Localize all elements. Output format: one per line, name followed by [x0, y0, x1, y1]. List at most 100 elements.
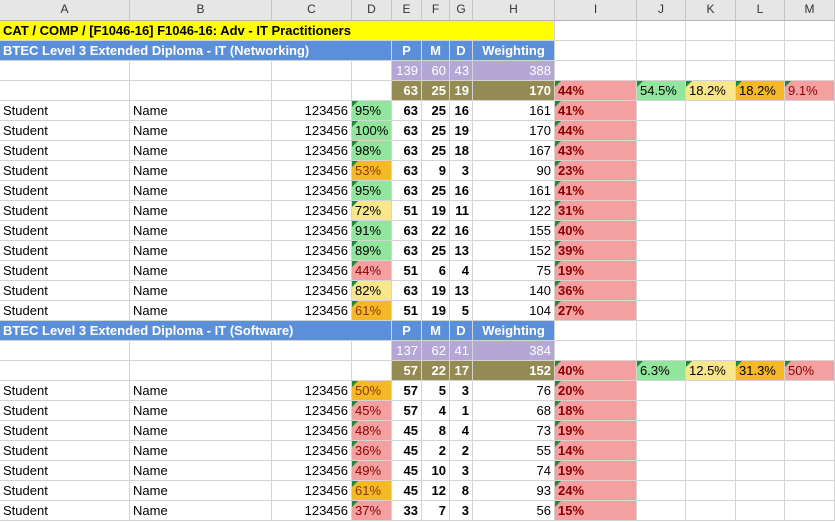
- d-count[interactable]: 13: [450, 281, 473, 301]
- col-label-weighting[interactable]: Weighting: [473, 41, 555, 61]
- cell[interactable]: [736, 481, 785, 501]
- cell[interactable]: [785, 61, 835, 81]
- cell[interactable]: [130, 341, 272, 361]
- cell[interactable]: [0, 341, 130, 361]
- cell[interactable]: [637, 301, 686, 321]
- col-label-weighting[interactable]: Weighting: [473, 321, 555, 341]
- student-id[interactable]: 123456: [272, 501, 352, 521]
- student-last-name[interactable]: Name: [130, 381, 272, 401]
- cell[interactable]: [736, 281, 785, 301]
- weighting[interactable]: 140: [473, 281, 555, 301]
- student-id[interactable]: 123456: [272, 421, 352, 441]
- cell[interactable]: [272, 61, 352, 81]
- weighting-pct[interactable]: 19%: [555, 461, 637, 481]
- completion-pct[interactable]: 48%: [352, 421, 392, 441]
- col-label-m[interactable]: M: [422, 41, 450, 61]
- p-count[interactable]: 51: [392, 201, 422, 221]
- cell[interactable]: [272, 341, 352, 361]
- max-m[interactable]: 60: [422, 61, 450, 81]
- cell[interactable]: [637, 481, 686, 501]
- student-first-name[interactable]: Student: [0, 381, 130, 401]
- student-id[interactable]: 123456: [272, 241, 352, 261]
- cell[interactable]: [637, 381, 686, 401]
- column-header-l[interactable]: L: [736, 0, 785, 21]
- cell[interactable]: [637, 221, 686, 241]
- student-id[interactable]: 123456: [272, 161, 352, 181]
- student-first-name[interactable]: Student: [0, 221, 130, 241]
- completion-pct[interactable]: 72%: [352, 201, 392, 221]
- student-first-name[interactable]: Student: [0, 261, 130, 281]
- cell[interactable]: [686, 401, 736, 421]
- avg-w[interactable]: 152: [473, 361, 555, 381]
- cell[interactable]: [785, 261, 835, 281]
- col-label-p[interactable]: P: [392, 41, 422, 61]
- cell[interactable]: [686, 321, 736, 341]
- cell[interactable]: [686, 341, 736, 361]
- completion-pct[interactable]: 98%: [352, 141, 392, 161]
- avg-p[interactable]: 57: [392, 361, 422, 381]
- cell[interactable]: [785, 121, 835, 141]
- cell[interactable]: [272, 361, 352, 381]
- student-id[interactable]: 123456: [272, 441, 352, 461]
- avg-d[interactable]: 19: [450, 81, 473, 101]
- p-count[interactable]: 45: [392, 421, 422, 441]
- cell[interactable]: [0, 61, 130, 81]
- cell[interactable]: [686, 141, 736, 161]
- student-id[interactable]: 123456: [272, 401, 352, 421]
- cell[interactable]: [637, 201, 686, 221]
- m-count[interactable]: 5: [422, 381, 450, 401]
- student-last-name[interactable]: Name: [130, 261, 272, 281]
- cell[interactable]: [637, 341, 686, 361]
- student-id[interactable]: 123456: [272, 481, 352, 501]
- cell[interactable]: [785, 381, 835, 401]
- cell[interactable]: [736, 341, 785, 361]
- cell[interactable]: [637, 21, 686, 41]
- cell[interactable]: [785, 101, 835, 121]
- cell[interactable]: [736, 221, 785, 241]
- m-count[interactable]: 19: [422, 301, 450, 321]
- completion-pct[interactable]: 95%: [352, 181, 392, 201]
- student-first-name[interactable]: Student: [0, 461, 130, 481]
- section-heading[interactable]: BTEC Level 3 Extended Diploma - IT (Netw…: [0, 41, 392, 61]
- weighting[interactable]: 122: [473, 201, 555, 221]
- d-count[interactable]: 3: [450, 381, 473, 401]
- cell[interactable]: [352, 61, 392, 81]
- cell[interactable]: [686, 461, 736, 481]
- student-id[interactable]: 123456: [272, 301, 352, 321]
- weighting[interactable]: 55: [473, 441, 555, 461]
- cell[interactable]: [686, 441, 736, 461]
- max-m[interactable]: 62: [422, 341, 450, 361]
- cell[interactable]: [736, 101, 785, 121]
- m-count[interactable]: 8: [422, 421, 450, 441]
- weighting[interactable]: 73: [473, 421, 555, 441]
- p-count[interactable]: 63: [392, 221, 422, 241]
- cell[interactable]: [785, 41, 835, 61]
- student-first-name[interactable]: Student: [0, 421, 130, 441]
- band-summary[interactable]: 18.2%: [736, 81, 785, 101]
- student-first-name[interactable]: Student: [0, 441, 130, 461]
- cell[interactable]: [736, 241, 785, 261]
- column-header-a[interactable]: A: [0, 0, 130, 21]
- weighting-pct[interactable]: 44%: [555, 121, 637, 141]
- student-last-name[interactable]: Name: [130, 181, 272, 201]
- weighting-pct[interactable]: 41%: [555, 181, 637, 201]
- d-count[interactable]: 16: [450, 101, 473, 121]
- column-header-i[interactable]: I: [555, 0, 637, 21]
- cell[interactable]: [0, 81, 130, 101]
- cell[interactable]: [785, 241, 835, 261]
- cell[interactable]: [785, 221, 835, 241]
- completion-pct[interactable]: 36%: [352, 441, 392, 461]
- band-summary[interactable]: 12.5%: [686, 361, 736, 381]
- student-last-name[interactable]: Name: [130, 141, 272, 161]
- d-count[interactable]: 3: [450, 461, 473, 481]
- student-first-name[interactable]: Student: [0, 501, 130, 521]
- band-summary[interactable]: 18.2%: [686, 81, 736, 101]
- m-count[interactable]: 6: [422, 261, 450, 281]
- completion-pct[interactable]: 100%: [352, 121, 392, 141]
- column-header-k[interactable]: K: [686, 0, 736, 21]
- completion-pct[interactable]: 50%: [352, 381, 392, 401]
- cell[interactable]: [637, 161, 686, 181]
- d-count[interactable]: 11: [450, 201, 473, 221]
- cell[interactable]: [686, 281, 736, 301]
- weighting-pct[interactable]: 23%: [555, 161, 637, 181]
